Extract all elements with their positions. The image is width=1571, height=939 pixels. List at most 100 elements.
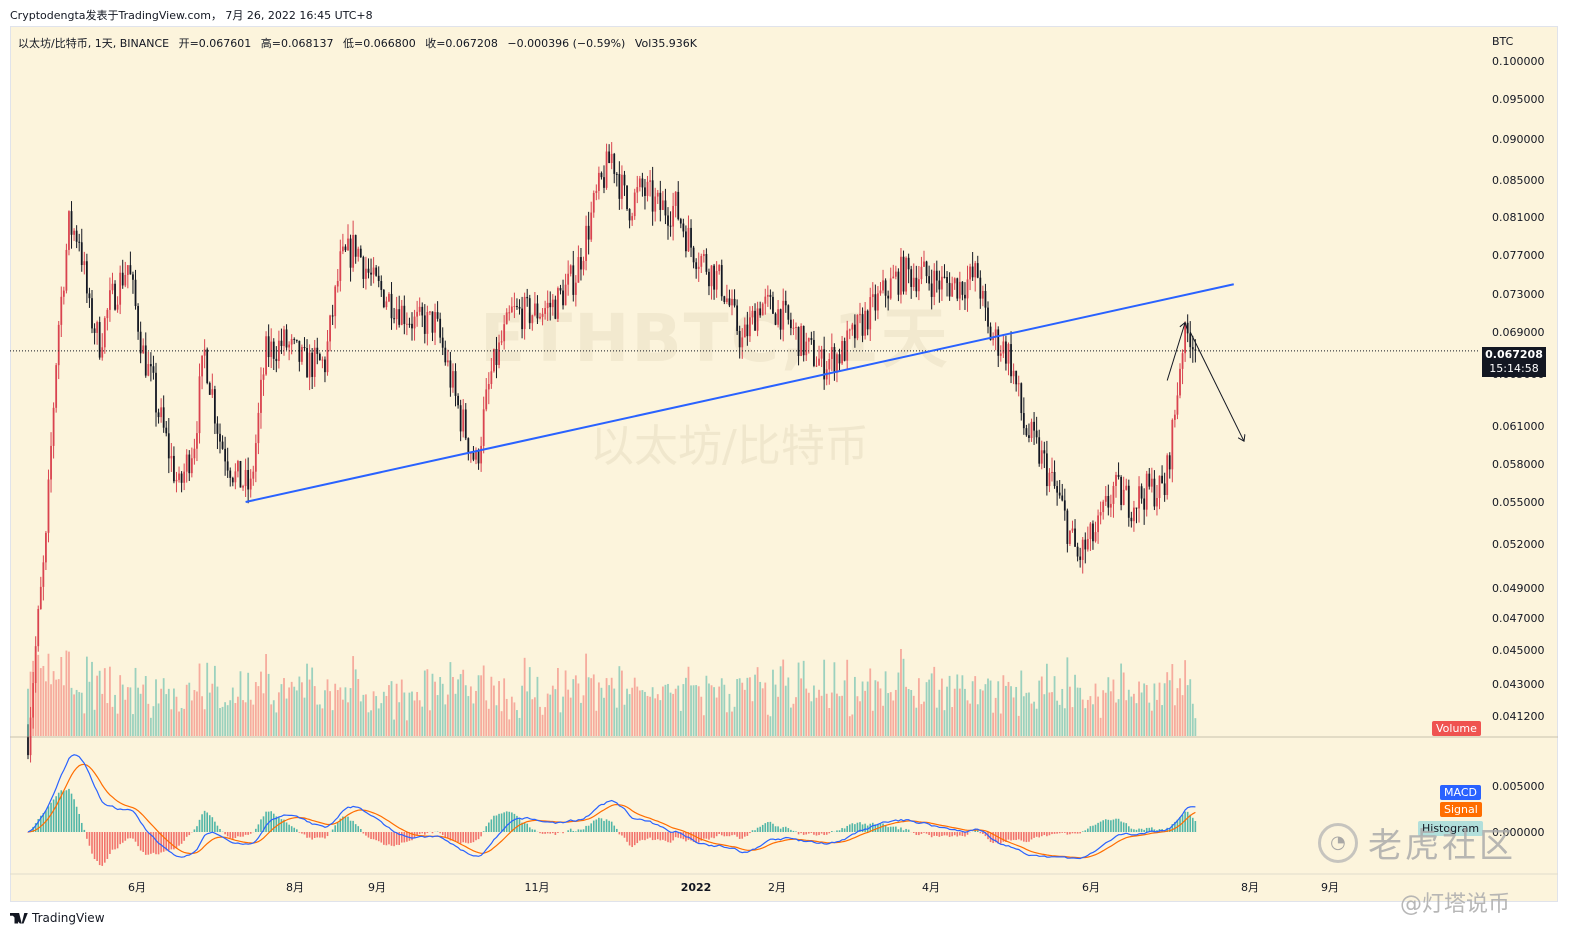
candle-body xyxy=(848,329,851,331)
candle-body xyxy=(370,272,372,275)
candle-body xyxy=(1020,383,1023,414)
volume-bar xyxy=(974,676,977,736)
axis-currency: BTC xyxy=(1492,35,1514,48)
histogram-bar xyxy=(820,832,823,834)
histogram-bar xyxy=(953,832,956,836)
volume-bar xyxy=(482,665,485,736)
volume-bar xyxy=(1140,692,1143,736)
projection-arrow[interactable] xyxy=(1189,331,1244,441)
volume-bar xyxy=(270,704,273,736)
candle-body xyxy=(941,276,943,290)
candle-body xyxy=(1040,450,1043,464)
legend-volume: Vol35.936K xyxy=(634,37,698,50)
candle-body xyxy=(490,371,493,385)
tradingview-logo[interactable]: TradingView xyxy=(10,911,105,925)
volume-bar xyxy=(582,695,585,736)
histogram-bar xyxy=(134,832,137,842)
candle-body xyxy=(313,347,316,377)
histogram-bar xyxy=(895,826,897,832)
volume-bar xyxy=(884,671,887,736)
volume-bar xyxy=(544,707,547,736)
histogram-bar xyxy=(1194,821,1197,832)
candle-body xyxy=(672,205,675,227)
candle-body xyxy=(869,297,872,330)
histogram-bar xyxy=(569,828,572,832)
volume-bar xyxy=(539,706,541,736)
histogram-bar xyxy=(651,832,654,841)
histogram-bar xyxy=(846,825,848,832)
histogram-bar xyxy=(590,823,592,832)
candle-body xyxy=(526,296,529,299)
histogram-bar xyxy=(390,832,393,846)
candle-body xyxy=(664,200,667,216)
candle-body xyxy=(1056,486,1059,493)
volume-bar xyxy=(416,691,419,736)
macd-pill[interactable]: MACD xyxy=(1440,785,1481,800)
chart-pane[interactable] xyxy=(10,26,1558,902)
volume-bar xyxy=(864,690,867,736)
volume-bar xyxy=(1184,660,1187,736)
volume-bar xyxy=(1097,696,1099,736)
volume-bar xyxy=(946,686,948,736)
candle-body xyxy=(853,324,856,339)
candle-body xyxy=(170,455,173,459)
volume-bar xyxy=(370,710,372,736)
histogram-bar xyxy=(618,832,621,835)
volume-bar xyxy=(953,688,956,736)
candle-body xyxy=(446,360,449,363)
projection-arrow[interactable] xyxy=(1166,323,1185,381)
histogram-bar xyxy=(976,830,979,832)
volume-bar xyxy=(1148,702,1151,736)
volume-bar xyxy=(339,687,342,736)
candle-body xyxy=(224,448,227,462)
candle-body xyxy=(83,261,86,266)
histogram-bar xyxy=(86,832,88,839)
volume-pill[interactable]: Volume xyxy=(1432,721,1481,736)
histogram-bar xyxy=(129,832,132,839)
volume-bar xyxy=(1079,687,1082,736)
volume-bar xyxy=(365,694,367,736)
histogram-bar xyxy=(810,832,813,833)
volume-bar xyxy=(121,684,124,736)
histogram-bar xyxy=(470,832,472,843)
candle-body xyxy=(349,238,352,268)
trendline[interactable] xyxy=(245,283,1234,503)
candle-body xyxy=(372,267,375,275)
histogram-bar xyxy=(572,830,575,832)
histogram-bar xyxy=(226,832,229,837)
histogram-bar xyxy=(1089,826,1092,832)
histogram-bar xyxy=(493,815,495,832)
volume-bar xyxy=(841,695,843,736)
volume-bar xyxy=(1171,664,1174,736)
histogram-bar xyxy=(91,832,93,854)
candle-body xyxy=(1007,344,1010,364)
candle-body xyxy=(779,309,782,330)
candle-body xyxy=(784,300,787,306)
price-chart[interactable]: 0.100000 0.095000 0.090000 0.085000 0.081000… xyxy=(10,26,1558,902)
volume-bar xyxy=(605,678,608,736)
histogram-bar xyxy=(984,832,987,837)
candle-body xyxy=(1035,430,1038,438)
candle-body xyxy=(905,257,907,292)
volume-bar xyxy=(1058,704,1061,736)
histogram-bar xyxy=(367,832,370,838)
candle-body xyxy=(1071,528,1074,531)
signal-pill[interactable]: Signal xyxy=(1440,802,1482,817)
candle-body xyxy=(1099,512,1102,516)
price-tick-label: 0.069000 xyxy=(1492,326,1545,339)
histogram-pill[interactable]: Histogram xyxy=(1418,821,1484,836)
volume-bar xyxy=(979,689,982,736)
candle-body xyxy=(907,257,910,270)
volume-bar xyxy=(385,695,388,736)
candle-body xyxy=(769,294,772,297)
histogram-bar xyxy=(365,832,367,836)
volume-bar xyxy=(50,684,52,736)
histogram-bar xyxy=(464,832,467,843)
histogram-bar xyxy=(1020,832,1023,841)
bar-countdown: 15:14:58 xyxy=(1489,362,1539,375)
histogram-bar xyxy=(741,832,744,839)
histogram-bar xyxy=(759,826,761,832)
volume-bar xyxy=(359,701,362,736)
candle-body xyxy=(1112,485,1115,504)
histogram-bar xyxy=(1184,811,1186,832)
